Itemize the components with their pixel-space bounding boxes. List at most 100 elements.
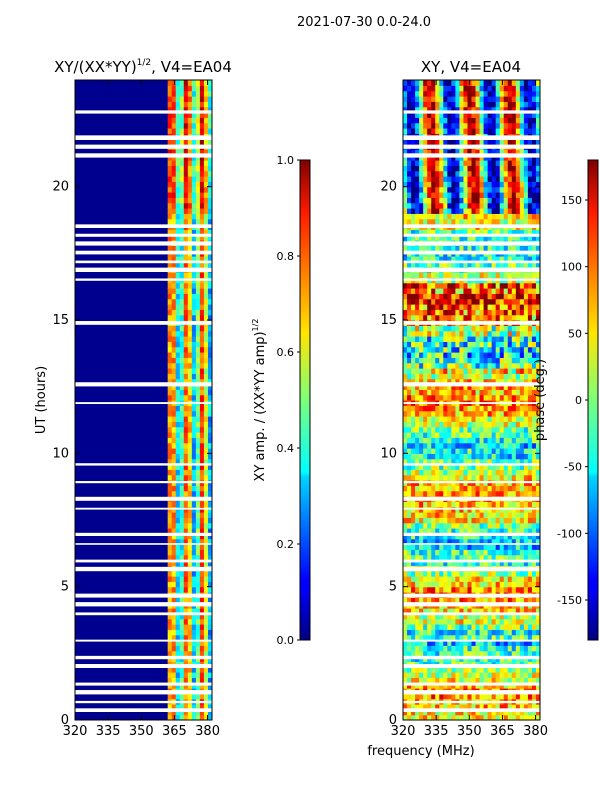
heatmap2-cell <box>519 645 525 652</box>
heatmap1-cell <box>175 533 181 540</box>
heatmap2-cell <box>423 512 428 518</box>
heatmap2-cell <box>531 410 537 417</box>
heatmap1-cell <box>191 352 197 358</box>
heatmap1-cell <box>171 586 177 593</box>
heatmap2-cell <box>411 160 416 166</box>
heatmap1-cell <box>195 426 201 433</box>
heatmap2-cell <box>487 672 493 678</box>
heatmap2-cell <box>459 378 465 385</box>
heatmap2-cell <box>459 336 465 342</box>
heatmap1-cell <box>183 474 189 481</box>
heatmap1-cell <box>195 522 201 529</box>
heatmap2-cell <box>471 410 477 417</box>
heatmap2-cell <box>495 570 501 577</box>
heatmap2-cell <box>491 522 497 529</box>
heatmap2-cell <box>503 362 509 369</box>
heatmap2-cell <box>447 298 452 305</box>
heatmap2-cell <box>447 245 452 252</box>
heatmap2-cell <box>503 464 509 470</box>
heatmap2-cell <box>503 528 509 534</box>
heatmap2-cell <box>491 181 497 188</box>
heatmap2-cell <box>479 245 485 252</box>
heatmap2-cell <box>439 709 444 716</box>
heatmap2-cell <box>475 640 481 646</box>
heatmap2-cell <box>531 618 537 625</box>
heatmap1-cell <box>191 261 197 268</box>
heatmap2-cell <box>447 533 452 540</box>
heatmap2-cell <box>411 570 416 577</box>
heatmap1-cell <box>195 650 201 657</box>
heatmap2-cell <box>423 672 428 678</box>
heatmap1-cell <box>195 629 201 636</box>
heatmap2-cell <box>471 506 477 513</box>
heatmap2-cell <box>459 554 465 561</box>
heatmap2-cell <box>499 325 505 332</box>
heatmap2-cell <box>527 517 533 524</box>
heatmap2-cell <box>515 293 521 300</box>
heatmap1-cell <box>171 304 177 310</box>
heatmap1-cell <box>179 245 185 252</box>
heatmap2-cell <box>503 229 509 236</box>
heatmap2-cell <box>507 512 513 518</box>
heatmap2-cell <box>471 437 477 444</box>
heatmap1-cell <box>191 394 197 401</box>
heatmap2-cell <box>483 362 489 369</box>
heatmap2-cell <box>499 522 505 529</box>
heatmap1-cell <box>199 560 205 566</box>
heatmap2-cell <box>439 576 444 582</box>
heatmap2-cell <box>463 666 469 673</box>
heatmap2-cell <box>527 570 533 577</box>
heatmap2-cell <box>491 528 497 534</box>
heatmap2-cell <box>459 490 465 497</box>
heatmap2-cell <box>531 613 537 620</box>
heatmap1-cell <box>203 197 209 204</box>
heatmap2-cell <box>531 202 537 209</box>
heatmap2-cell <box>499 341 505 348</box>
heatmap1-cell <box>191 357 197 364</box>
heatmap2-cell <box>495 218 501 225</box>
heatmap2-cell <box>531 384 537 390</box>
heatmap1-cell <box>203 421 209 428</box>
heatmap2-cell <box>483 192 489 198</box>
heatmap2-cell <box>415 634 420 641</box>
heatmap2-cell <box>527 629 533 636</box>
heatmap1-cell <box>195 197 201 204</box>
heatmap2-cell <box>471 272 477 278</box>
heatmap2-cell <box>427 288 432 294</box>
heatmap2-cell <box>499 538 505 545</box>
heatmap2-cell <box>507 677 513 684</box>
heatmap2-cell <box>447 709 452 716</box>
heatmap2-cell <box>451 330 456 337</box>
heatmap2-cell <box>515 368 521 374</box>
heatmap2-cell <box>471 549 477 556</box>
heatmap2-cell <box>431 704 436 710</box>
heatmap2-cell <box>483 261 489 268</box>
heatmap2-cell <box>455 474 461 481</box>
heatmap1-cell <box>207 597 212 604</box>
heatmap2-cell <box>527 448 533 454</box>
heatmap2-cell <box>523 181 529 188</box>
heatmap2-cell <box>495 464 501 470</box>
heatmap2-cell <box>439 229 444 236</box>
heatmap2-cell <box>447 160 452 166</box>
heatmap2-cell <box>403 245 408 252</box>
heatmap2-cell <box>419 714 424 720</box>
heatmap2-cell <box>507 464 513 470</box>
heatmap1-cell <box>187 378 193 385</box>
heatmap1-cell <box>191 421 197 428</box>
heatmap2-cell <box>499 517 505 524</box>
heatmap1-cell <box>191 186 197 193</box>
heatmap2-cell <box>431 261 436 268</box>
heatmap2-cell <box>491 597 497 604</box>
heatmap2-cell <box>527 357 533 364</box>
heatmap2-cell <box>447 624 452 630</box>
heatmap2-cell <box>451 581 456 588</box>
heatmap2-cell <box>431 314 436 321</box>
heatmap2-cell <box>439 202 444 209</box>
heatmap1-cell <box>195 469 201 476</box>
heatmap2-cell <box>455 421 461 428</box>
heatmap2-cell <box>463 682 469 689</box>
heatmap2-cell <box>515 554 521 561</box>
heatmap2-cell <box>511 570 517 577</box>
heatmap1-cell <box>179 314 185 321</box>
